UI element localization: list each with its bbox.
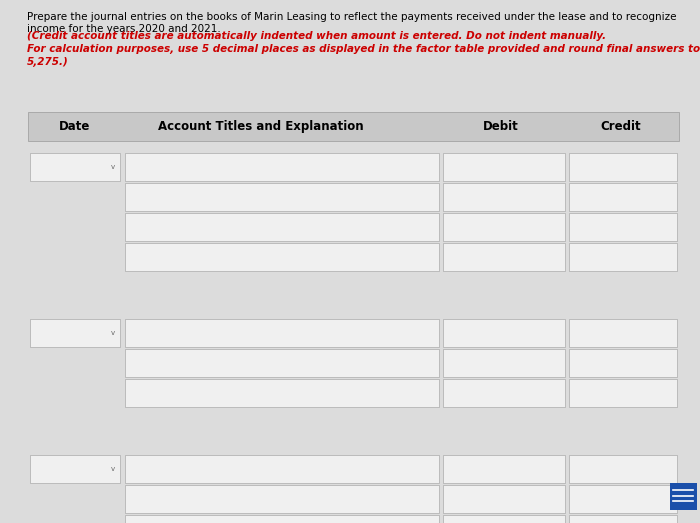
Text: Debit: Debit: [483, 120, 519, 133]
FancyBboxPatch shape: [30, 455, 120, 483]
FancyBboxPatch shape: [125, 183, 439, 211]
FancyBboxPatch shape: [443, 243, 565, 271]
FancyBboxPatch shape: [569, 515, 677, 523]
FancyBboxPatch shape: [569, 379, 677, 407]
Text: Account Titles and Explanation: Account Titles and Explanation: [158, 120, 364, 133]
FancyBboxPatch shape: [125, 319, 439, 347]
FancyBboxPatch shape: [443, 349, 565, 377]
FancyBboxPatch shape: [443, 485, 565, 513]
Text: Prepare the journal entries on the books of Marin Leasing to reflect the payment: Prepare the journal entries on the books…: [27, 12, 676, 35]
FancyBboxPatch shape: [443, 455, 565, 483]
FancyBboxPatch shape: [569, 319, 677, 347]
Text: v: v: [111, 466, 115, 472]
Text: v: v: [111, 164, 115, 170]
FancyBboxPatch shape: [125, 485, 439, 513]
FancyBboxPatch shape: [30, 319, 120, 347]
FancyBboxPatch shape: [28, 112, 679, 141]
FancyBboxPatch shape: [443, 515, 565, 523]
FancyBboxPatch shape: [569, 183, 677, 211]
FancyBboxPatch shape: [569, 485, 677, 513]
FancyBboxPatch shape: [443, 213, 565, 241]
FancyBboxPatch shape: [125, 213, 439, 241]
FancyBboxPatch shape: [443, 183, 565, 211]
Text: (Credit account titles are automatically indented when amount is entered. Do not: (Credit account titles are automatically…: [27, 31, 700, 67]
FancyBboxPatch shape: [670, 483, 696, 510]
FancyBboxPatch shape: [569, 153, 677, 181]
FancyBboxPatch shape: [569, 243, 677, 271]
FancyBboxPatch shape: [569, 213, 677, 241]
FancyBboxPatch shape: [569, 349, 677, 377]
Text: v: v: [111, 330, 115, 336]
FancyBboxPatch shape: [125, 349, 439, 377]
FancyBboxPatch shape: [125, 243, 439, 271]
Text: Date: Date: [60, 120, 90, 133]
FancyBboxPatch shape: [125, 515, 439, 523]
FancyBboxPatch shape: [125, 455, 439, 483]
FancyBboxPatch shape: [125, 379, 439, 407]
FancyBboxPatch shape: [30, 153, 120, 181]
Text: Credit: Credit: [600, 120, 640, 133]
FancyBboxPatch shape: [443, 153, 565, 181]
FancyBboxPatch shape: [443, 379, 565, 407]
FancyBboxPatch shape: [443, 319, 565, 347]
FancyBboxPatch shape: [569, 455, 677, 483]
FancyBboxPatch shape: [125, 153, 439, 181]
